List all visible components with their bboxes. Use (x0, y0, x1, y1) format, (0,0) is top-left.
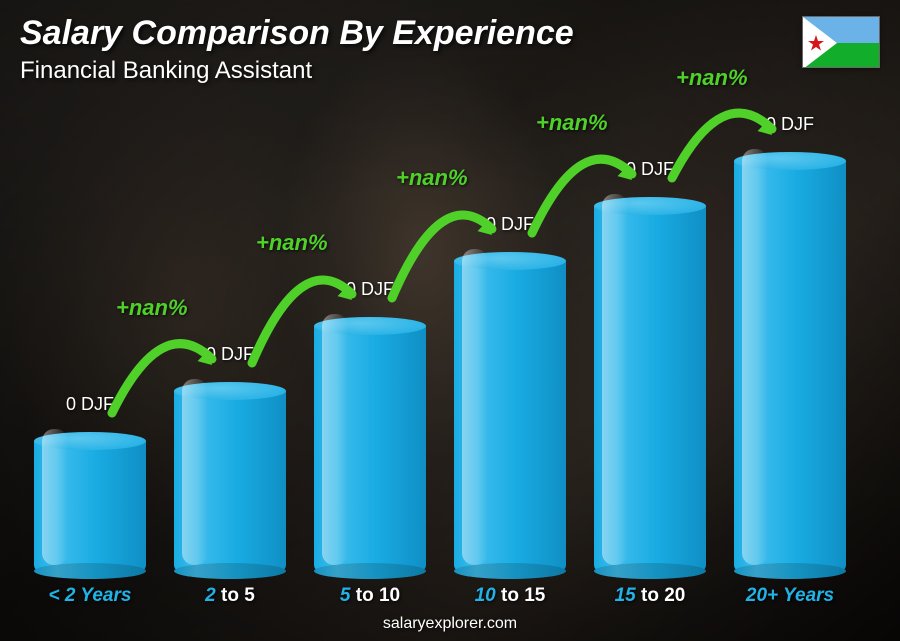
bar-shine (462, 249, 488, 565)
x-axis-label: 15 to 20 (590, 585, 710, 607)
country-flag-djibouti (802, 16, 880, 68)
footer-attribution: salaryexplorer.com (0, 615, 900, 633)
bar (594, 188, 706, 571)
bar (734, 143, 846, 571)
bar (174, 373, 286, 571)
bar-slot: 0 DJF (590, 159, 710, 571)
bar-slot: 0 DJF (170, 344, 290, 571)
bar-shine (182, 379, 208, 565)
bar-slot: 0 DJF (450, 214, 570, 571)
delta-label: +nan% (676, 65, 748, 91)
x-axis-label: < 2 Years (30, 585, 150, 607)
bar-value-label: 0 DJF (766, 114, 814, 135)
header: Salary Comparison By Experience Financia… (20, 14, 880, 85)
delta-label: +nan% (116, 295, 188, 321)
x-axis-label: 20+ Years (730, 585, 850, 607)
delta-label: +nan% (396, 165, 468, 191)
x-axis-label: 10 to 15 (450, 585, 570, 607)
x-axis-label: 5 to 10 (310, 585, 430, 607)
bar-value-label: 0 DJF (626, 159, 674, 180)
x-axis: < 2 Years 2 to 5 5 to 10 10 to 15 15 to 20 20… (30, 585, 850, 607)
bar-value-label: 0 DJF (66, 394, 114, 415)
bar (34, 423, 146, 571)
bar-slot: 0 DJF (310, 279, 430, 571)
bar-shine (322, 314, 348, 565)
bar-slot: 0 DJF (30, 394, 150, 571)
delta-label: +nan% (256, 230, 328, 256)
bar-value-label: 0 DJF (346, 279, 394, 300)
bar-shine (742, 149, 768, 565)
bar (314, 308, 426, 571)
bar-shine (602, 194, 628, 565)
bar-shine (42, 429, 68, 565)
bar-value-label: 0 DJF (486, 214, 534, 235)
x-axis-label: 2 to 5 (170, 585, 290, 607)
bar-slot: 0 DJF (730, 114, 850, 571)
chart-subtitle: Financial Banking Assistant (20, 57, 880, 85)
delta-label: +nan% (536, 110, 608, 136)
bar-value-label: 0 DJF (206, 344, 254, 365)
bar (454, 243, 566, 571)
chart-title: Salary Comparison By Experience (20, 14, 880, 53)
flag-svg (803, 17, 880, 68)
